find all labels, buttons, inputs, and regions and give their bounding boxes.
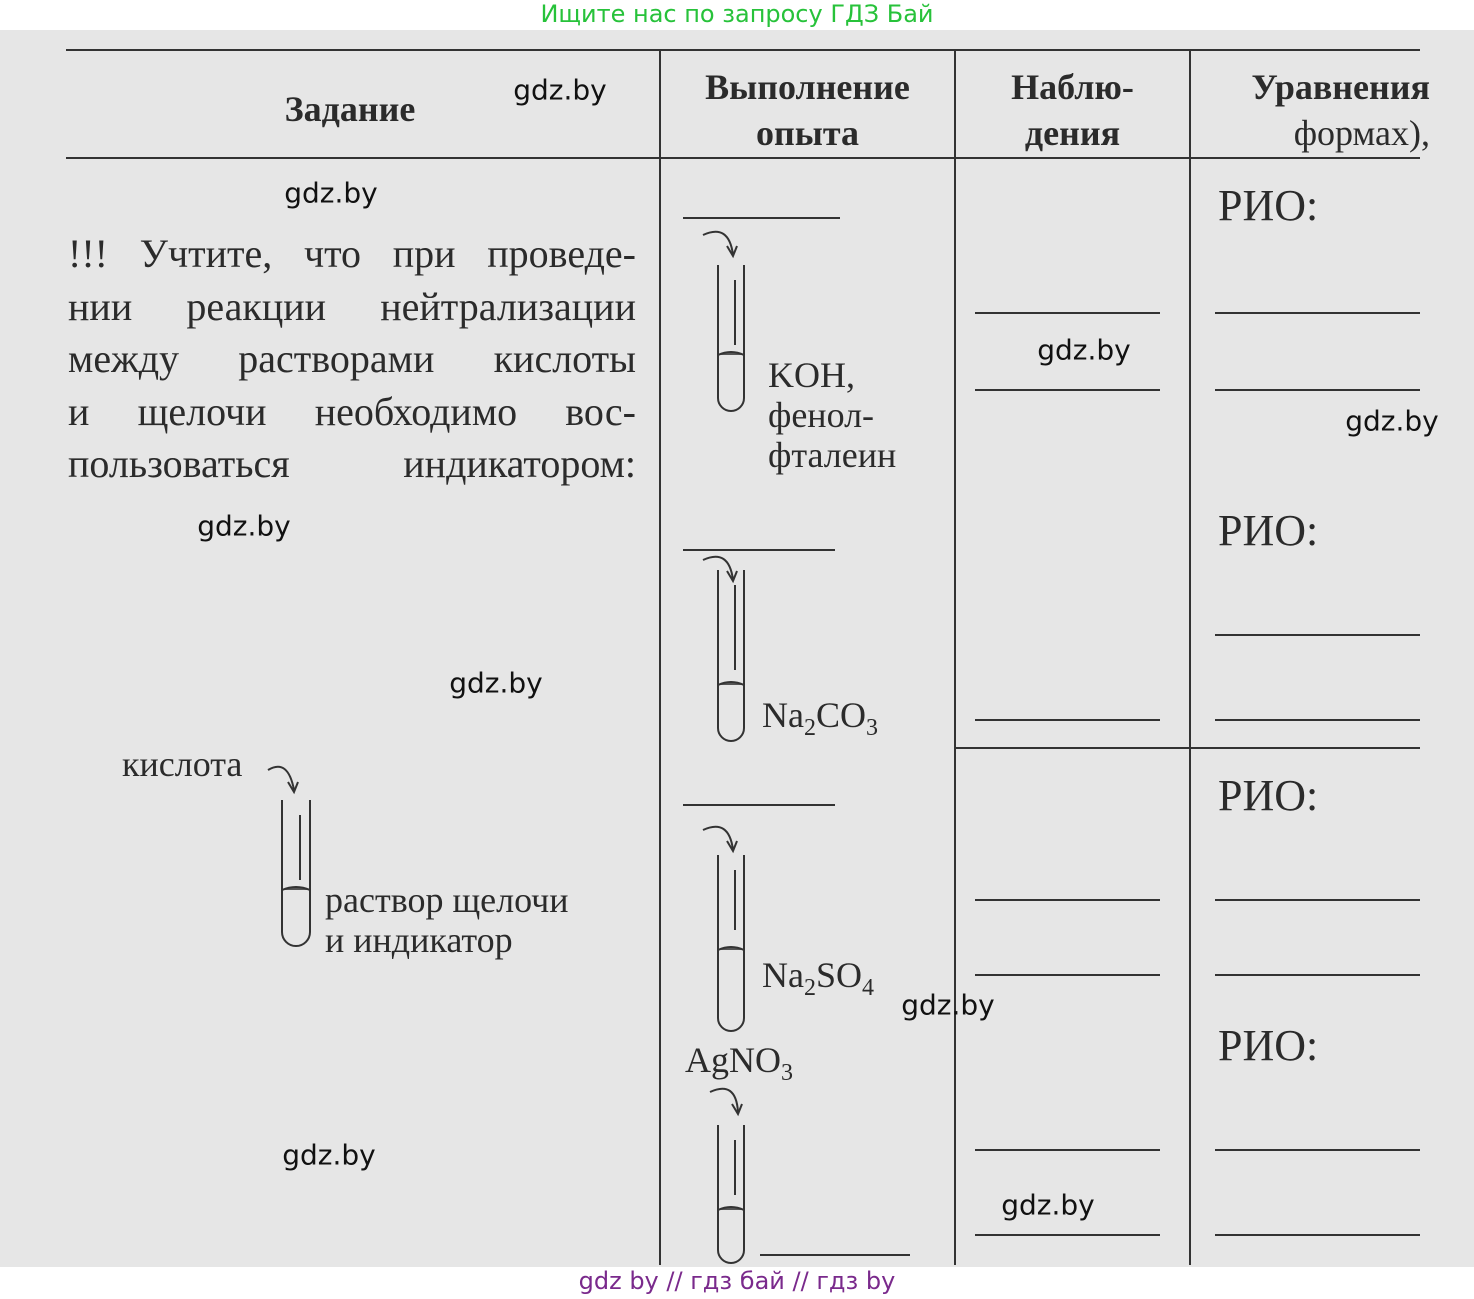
- note-line: !!! Учтите, что при проведе-: [68, 231, 636, 276]
- formula-part: AgNO: [685, 1040, 781, 1080]
- equation-label: РИО:: [1218, 1021, 1319, 1070]
- note-line: между растворами кислоты: [68, 336, 636, 381]
- formula-sub: 3: [866, 715, 878, 741]
- watermark: gdz.by: [282, 1138, 376, 1172]
- note-line: и щелочи необходимо вос-: [68, 388, 636, 434]
- header-line: дения: [1024, 113, 1121, 153]
- formula-sub: 4: [862, 975, 875, 1001]
- header-line: Уравнения: [1251, 67, 1430, 107]
- header: Уравнения формах),: [1195, 64, 1430, 156]
- header: Наблю-дения: [960, 64, 1185, 156]
- reagent-line: фталеин: [768, 435, 897, 475]
- watermark: gdz.by: [449, 666, 543, 700]
- header-line: опыта: [756, 113, 859, 153]
- acid-label: кислота: [122, 744, 243, 784]
- reagent-line: KOH,: [768, 355, 855, 395]
- equation-label: РИО:: [1218, 181, 1319, 230]
- solution-line: раствор щелочи: [325, 880, 569, 920]
- note-line: пользоваться индикатором:: [68, 441, 636, 486]
- watermark: gdz.by: [1001, 1188, 1095, 1222]
- note-line: нии реакции нейтрализации: [68, 283, 636, 329]
- header-line: Задание: [284, 89, 416, 129]
- equation-label: РИО:: [1218, 771, 1319, 820]
- formula-part: SO: [815, 955, 863, 995]
- header-line: Выполнение: [705, 67, 910, 107]
- watermark: gdz.by: [284, 176, 378, 210]
- formula: AgNO3: [685, 1040, 793, 1085]
- watermark: gdz.by: [1037, 333, 1131, 367]
- formula-sub: 2: [803, 715, 816, 741]
- formula-part: CO: [815, 695, 866, 735]
- formula-sub: 2: [803, 975, 816, 1001]
- header: Задание: [240, 86, 460, 132]
- watermark: gdz.by: [197, 509, 291, 543]
- equation-label: РИО:: [1218, 506, 1319, 555]
- header: Выполнение опыта: [665, 64, 950, 156]
- watermark: gdz.by: [1345, 404, 1439, 438]
- formula: Na2SO4: [762, 955, 874, 1000]
- test-tubes: [267, 230, 745, 1264]
- solution-label: раствор щелочи и индикатор: [325, 880, 569, 960]
- footer: gdz by // гдз бай // гдз by: [578, 1267, 896, 1295]
- reagent-line: фенол-: [768, 395, 875, 435]
- formula-sub: 3: [781, 1060, 793, 1086]
- note: !!! Учтите, что при проведе- нии реакции…: [68, 228, 636, 491]
- banner: Ищите нас по запросу ГДЗ Бай: [540, 0, 934, 28]
- reagent: KOH, фенол- фталеин: [768, 355, 896, 475]
- solution-line: и индикатор: [325, 920, 513, 960]
- formula-part: Na: [762, 695, 804, 735]
- header-line: формах),: [1293, 113, 1430, 153]
- watermark: gdz.by: [513, 73, 607, 107]
- formula-part: Na: [762, 955, 804, 995]
- watermark: gdz.by: [901, 988, 995, 1022]
- scan-background: [0, 30, 1474, 1267]
- formula: Na2CO3: [762, 695, 878, 740]
- header-line: Наблю-: [1011, 67, 1134, 107]
